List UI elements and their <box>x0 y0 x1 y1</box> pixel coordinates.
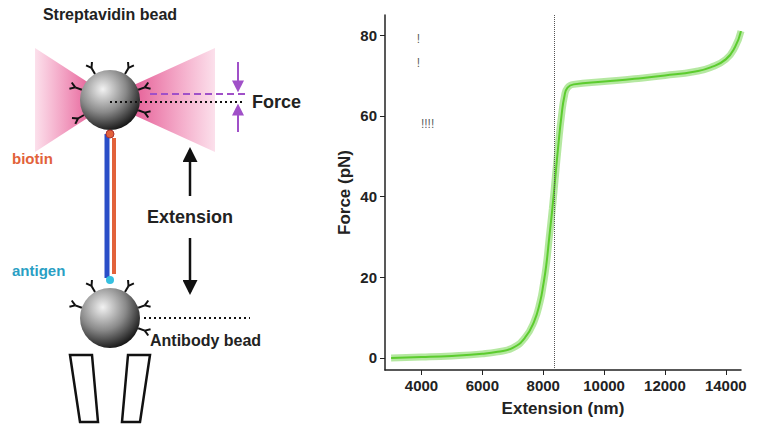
svg-text:biotin: biotin <box>12 150 53 167</box>
svg-text:Extension (nm): Extension (nm) <box>502 399 625 418</box>
svg-text:60: 60 <box>360 107 377 124</box>
svg-text:14000: 14000 <box>705 377 747 394</box>
svg-text:10000: 10000 <box>583 377 625 394</box>
svg-text:Force (pN): Force (pN) <box>335 150 354 235</box>
svg-text:Antibody bead: Antibody bead <box>150 332 261 349</box>
svg-text:12000: 12000 <box>644 377 686 394</box>
svg-text:Extension: Extension <box>147 207 233 227</box>
svg-text:6000: 6000 <box>466 377 499 394</box>
svg-text:!!!!: !!!! <box>421 117 434 131</box>
svg-text:8000: 8000 <box>527 377 560 394</box>
svg-text:Force: Force <box>252 92 301 112</box>
svg-text:antigen: antigen <box>12 262 65 279</box>
svg-text:80: 80 <box>360 27 377 44</box>
svg-text:!: ! <box>417 32 420 46</box>
svg-text:!: ! <box>417 56 420 70</box>
svg-text:4000: 4000 <box>405 377 438 394</box>
svg-text:20: 20 <box>360 269 377 286</box>
svg-text:40: 40 <box>360 188 377 205</box>
svg-text:0: 0 <box>369 349 377 366</box>
svg-text:Streptavidin bead: Streptavidin bead <box>43 6 177 23</box>
